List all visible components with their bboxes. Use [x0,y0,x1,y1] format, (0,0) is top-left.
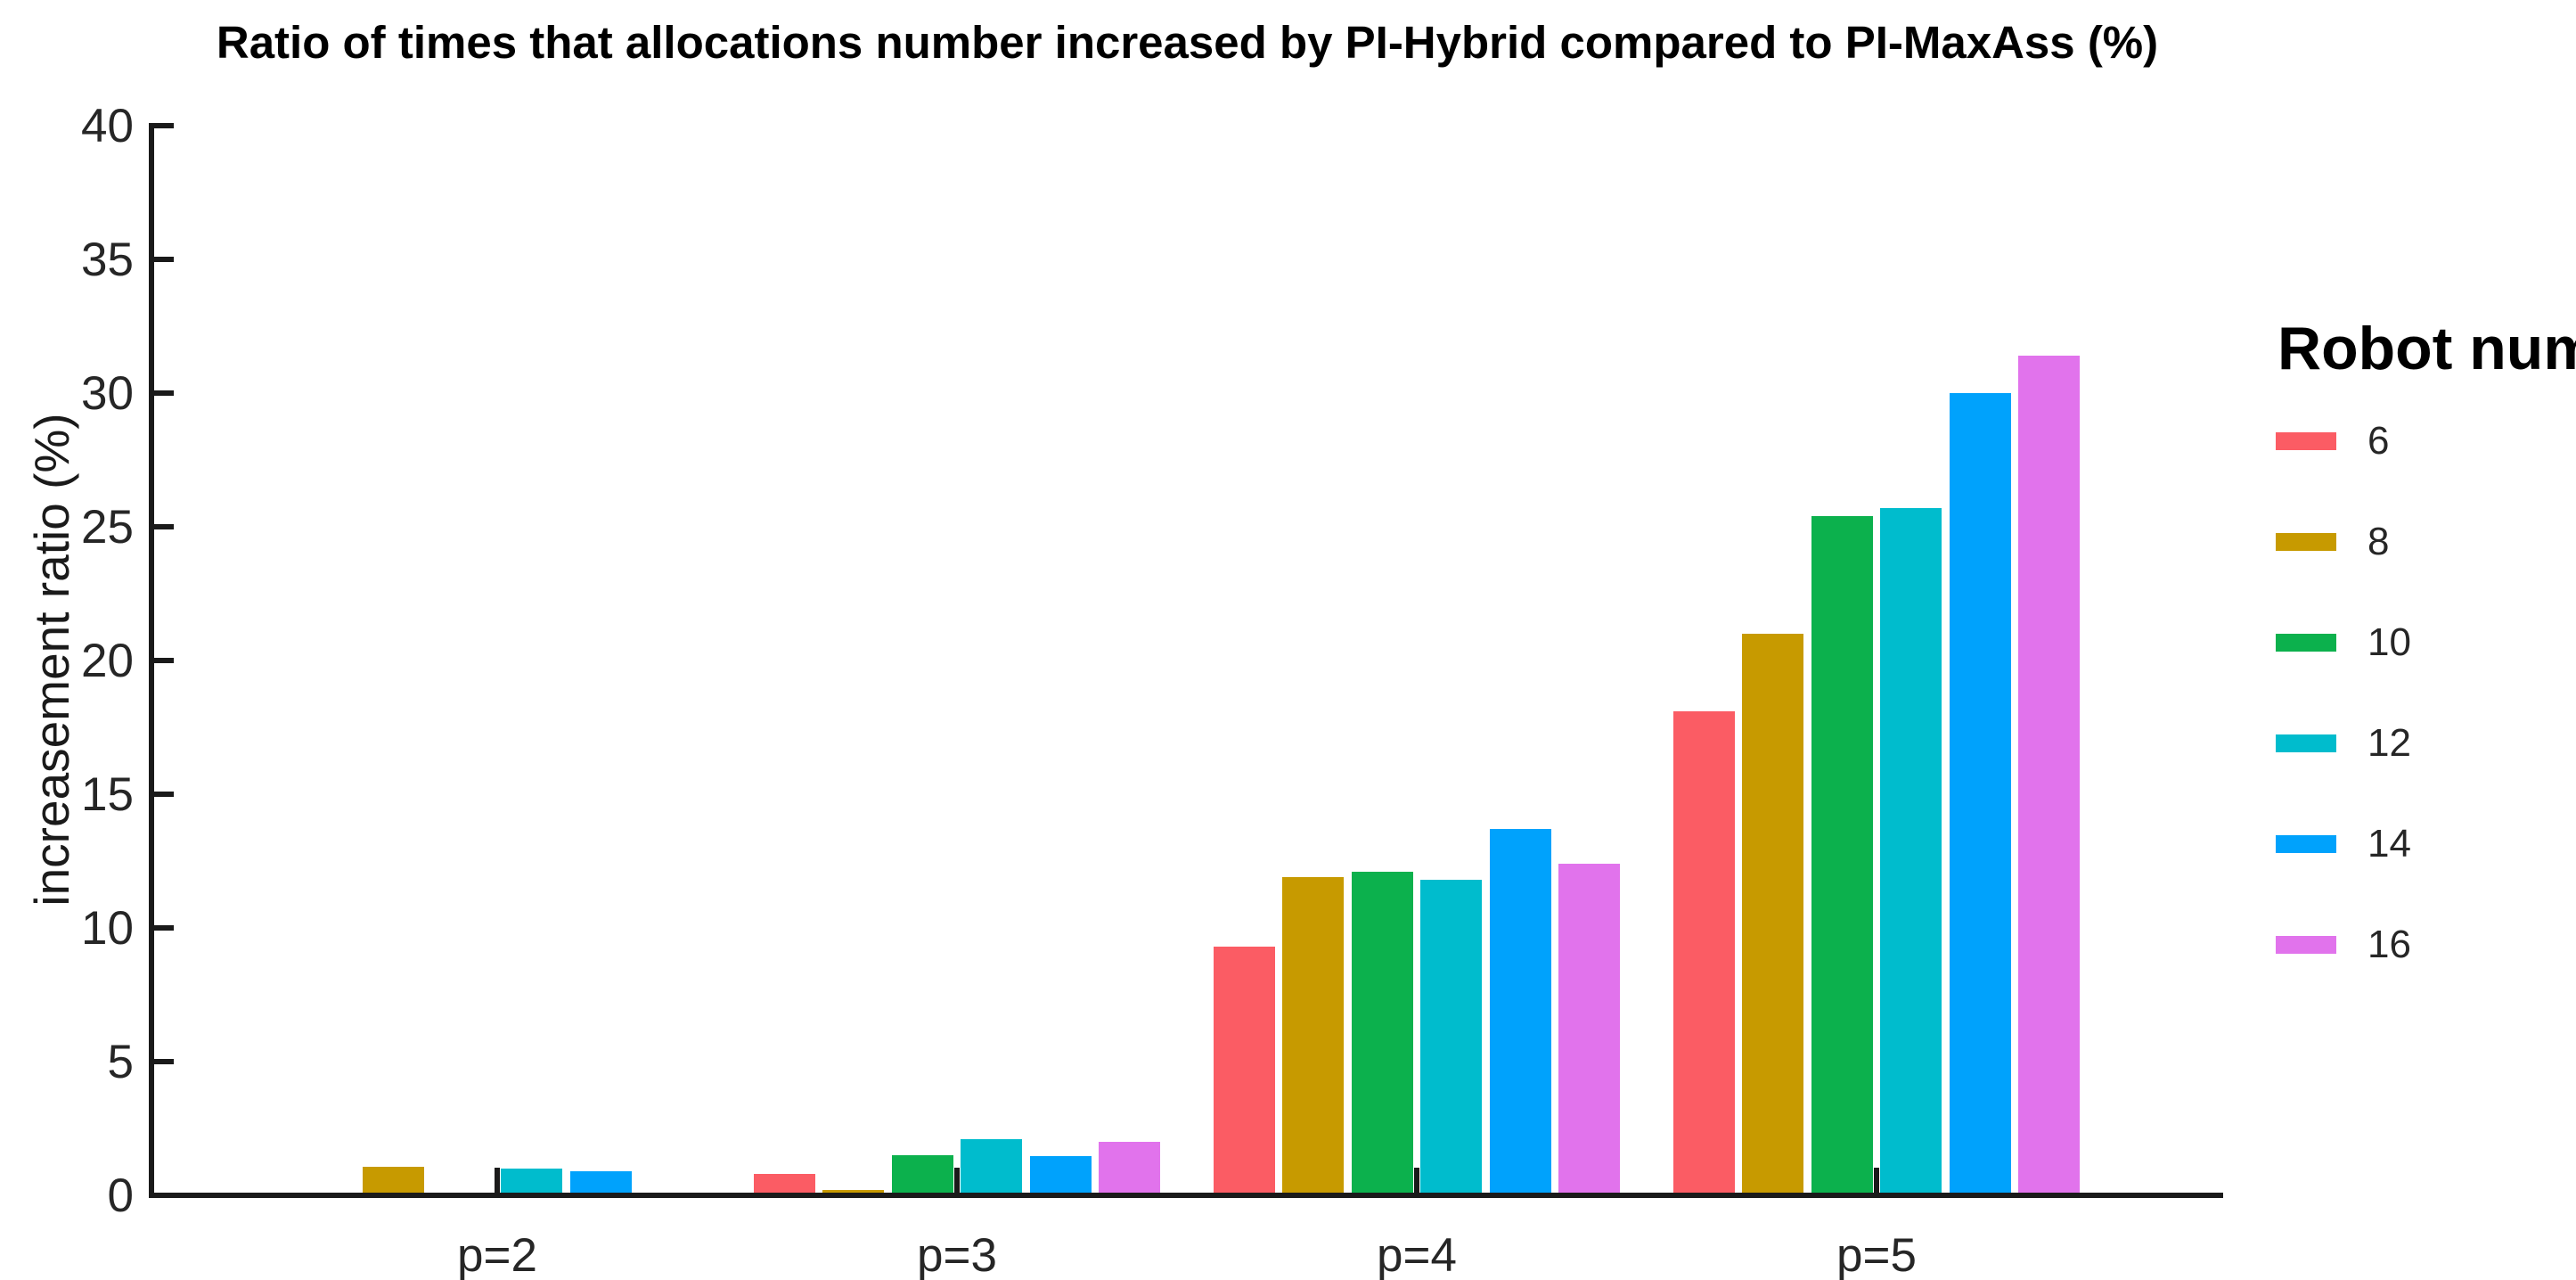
x-tick-mark [495,1168,500,1193]
bar-p=5-robots-16 [2018,356,2080,1195]
y-tick-label: 5 [107,1036,134,1088]
bar-p=5-robots-10 [1811,516,1873,1195]
bar-p=4-robots-16 [1558,864,1620,1195]
legend-swatch-8 [2276,533,2336,551]
y-tick-label: 30 [81,367,134,420]
bar-p=4-robots-10 [1352,872,1413,1195]
legend-item-10: 10 [2276,622,2507,663]
bar-p=3-robots-12 [961,1139,1022,1195]
y-tick-label: 25 [81,501,134,554]
bar-p=2-robots-14 [570,1171,632,1195]
bar-p=2-robots-12 [501,1169,562,1195]
legend-item-label: 16 [2367,923,2411,966]
y-tick-label: 10 [81,902,134,955]
y-tick-mark [151,792,174,797]
legend-swatch-12 [2276,734,2336,752]
bar-p=3-robots-6 [754,1174,815,1195]
y-tick-mark [151,257,174,262]
bar-p=4-robots-6 [1214,947,1275,1195]
legend-item-14: 14 [2276,824,2507,865]
legend-item-16: 16 [2276,924,2507,965]
x-axis-line [149,1193,2223,1198]
y-tick-label: 20 [81,635,134,687]
x-tick-mark [954,1168,960,1193]
x-tick-label: p=3 [917,1229,997,1280]
bar-p=5-robots-8 [1742,634,1803,1195]
y-tick-mark [151,390,174,396]
y-tick-mark [151,925,174,931]
bar-p=4-robots-12 [1420,880,1482,1195]
x-tick-label: p=5 [1836,1229,1917,1280]
y-tick-mark [151,123,174,128]
bar-p=4-robots-8 [1282,877,1344,1195]
legend-item-12: 12 [2276,723,2507,764]
bar-p=4-robots-14 [1490,829,1551,1195]
legend-swatch-10 [2276,634,2336,652]
legend-item-label: 12 [2367,721,2411,765]
y-tick-label: 0 [107,1169,134,1222]
bar-p=3-robots-16 [1099,1142,1160,1195]
y-tick-label: 40 [81,100,134,152]
bar-p=2-robots-8 [363,1167,424,1195]
legend-item-label: 14 [2367,822,2411,866]
y-tick-mark [151,658,174,663]
bar-p=5-robots-6 [1673,711,1735,1195]
bar-p=3-robots-10 [892,1155,953,1195]
bar-p=5-robots-14 [1950,393,2011,1195]
legend-swatch-6 [2276,432,2336,450]
bar-p=3-robots-14 [1030,1156,1092,1195]
chart-title: Ratio of times that allocations number i… [216,17,2159,68]
y-tick-label: 35 [81,234,134,286]
legend-item-6: 6 [2276,421,2507,462]
x-tick-mark [1874,1168,1879,1193]
legend-item-label: 6 [2367,419,2390,463]
y-tick-mark [151,524,174,529]
legend-swatch-14 [2276,835,2336,853]
y-tick-label: 15 [81,768,134,821]
x-tick-label: p=2 [457,1229,537,1280]
x-tick-label: p=4 [1377,1229,1457,1280]
legend-title: Robot num [2278,315,2576,382]
legend-item-label: 10 [2367,620,2411,664]
x-tick-mark [1414,1168,1419,1193]
legend-item-label: 8 [2367,520,2390,563]
legend-item-8: 8 [2276,521,2507,562]
bar-p=5-robots-12 [1880,508,1942,1195]
y-tick-mark [151,1059,174,1064]
legend-swatch-16 [2276,936,2336,954]
